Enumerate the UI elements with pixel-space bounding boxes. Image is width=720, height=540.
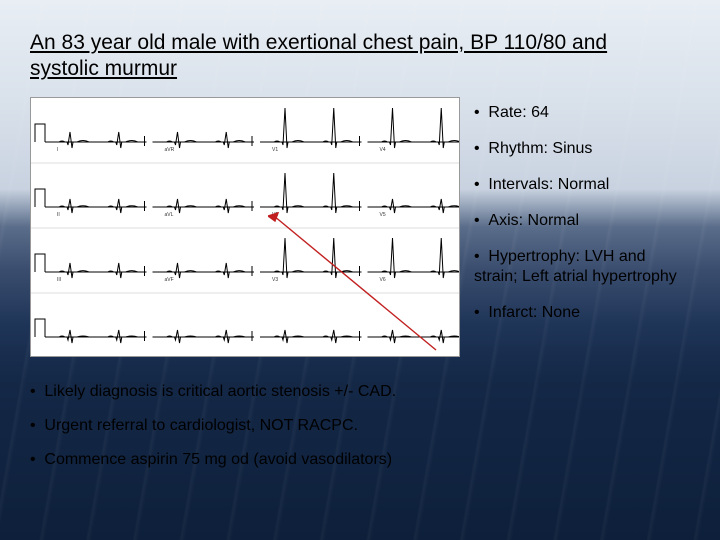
svg-text:II: II xyxy=(57,212,60,218)
ecg-trace: IaVR V1 V4 II aVL V2 V5 III aVF V3 V6 xyxy=(31,98,460,357)
content-row: IaVRV1V4IIaVLV2V5IIIaVFV3V6 •Rate: 64•Rh… xyxy=(30,97,690,357)
bullet-dot-icon: • xyxy=(474,303,488,323)
bullet-dot-icon: • xyxy=(30,451,44,469)
svg-text:aVF: aVF xyxy=(165,277,174,283)
bullet-dot-icon: • xyxy=(30,383,44,401)
bullet-bottom: •Likely diagnosis is critical aortic ste… xyxy=(30,383,690,401)
bullet-text: Infarct: None xyxy=(488,304,580,321)
svg-text:V5: V5 xyxy=(380,212,386,218)
bullet-text: Rate: 64 xyxy=(488,104,548,121)
svg-text:V1: V1 xyxy=(272,147,278,153)
bullet-right: •Hypertrophy: LVH and strain; Left atria… xyxy=(474,247,690,287)
bullet-right: •Infarct: None xyxy=(474,303,690,323)
bullet-text: Rhythm: Sinus xyxy=(488,140,592,157)
svg-text:aVR: aVR xyxy=(165,147,175,153)
bullet-text: Hypertrophy: LVH and strain; Left atrial… xyxy=(474,248,677,285)
bullet-right: •Rhythm: Sinus xyxy=(474,139,690,159)
bullet-dot-icon: • xyxy=(474,247,488,267)
svg-text:V6: V6 xyxy=(380,277,386,283)
bullet-dot-icon: • xyxy=(474,211,488,231)
bullets-bottom: •Likely diagnosis is critical aortic ste… xyxy=(30,383,690,469)
bullet-bottom: •Urgent referral to cardiologist, NOT RA… xyxy=(30,417,690,435)
slide-title: An 83 year old male with exertional ches… xyxy=(30,30,670,83)
svg-text:III: III xyxy=(57,277,61,283)
slide: An 83 year old male with exertional ches… xyxy=(0,0,720,540)
bullet-text: Urgent referral to cardiologist, NOT RAC… xyxy=(44,417,358,434)
bullet-text: Commence aspirin 75 mg od (avoid vasodil… xyxy=(44,451,392,468)
svg-text:aVL: aVL xyxy=(165,212,174,218)
svg-text:V4: V4 xyxy=(380,147,386,153)
bullet-right: •Axis: Normal xyxy=(474,211,690,231)
bullet-right: •Intervals: Normal xyxy=(474,175,690,195)
bullet-text: Likely diagnosis is critical aortic sten… xyxy=(44,383,396,400)
svg-text:V2: V2 xyxy=(272,212,278,218)
svg-text:I: I xyxy=(57,147,58,153)
bullet-text: Axis: Normal xyxy=(488,212,579,229)
bullet-bottom: •Commence aspirin 75 mg od (avoid vasodi… xyxy=(30,451,690,469)
bullet-dot-icon: • xyxy=(474,139,488,159)
bullet-dot-icon: • xyxy=(474,103,488,123)
bullets-right: •Rate: 64•Rhythm: Sinus•Intervals: Norma… xyxy=(474,97,690,323)
bullet-right: •Rate: 64 xyxy=(474,103,690,123)
bullet-dot-icon: • xyxy=(474,175,488,195)
svg-text:V3: V3 xyxy=(272,277,278,283)
ecg-panel: IaVR V1 V4 II aVL V2 V5 III aVF V3 V6 xyxy=(30,97,460,357)
bullet-text: Intervals: Normal xyxy=(488,176,609,193)
bullet-dot-icon: • xyxy=(30,417,44,435)
